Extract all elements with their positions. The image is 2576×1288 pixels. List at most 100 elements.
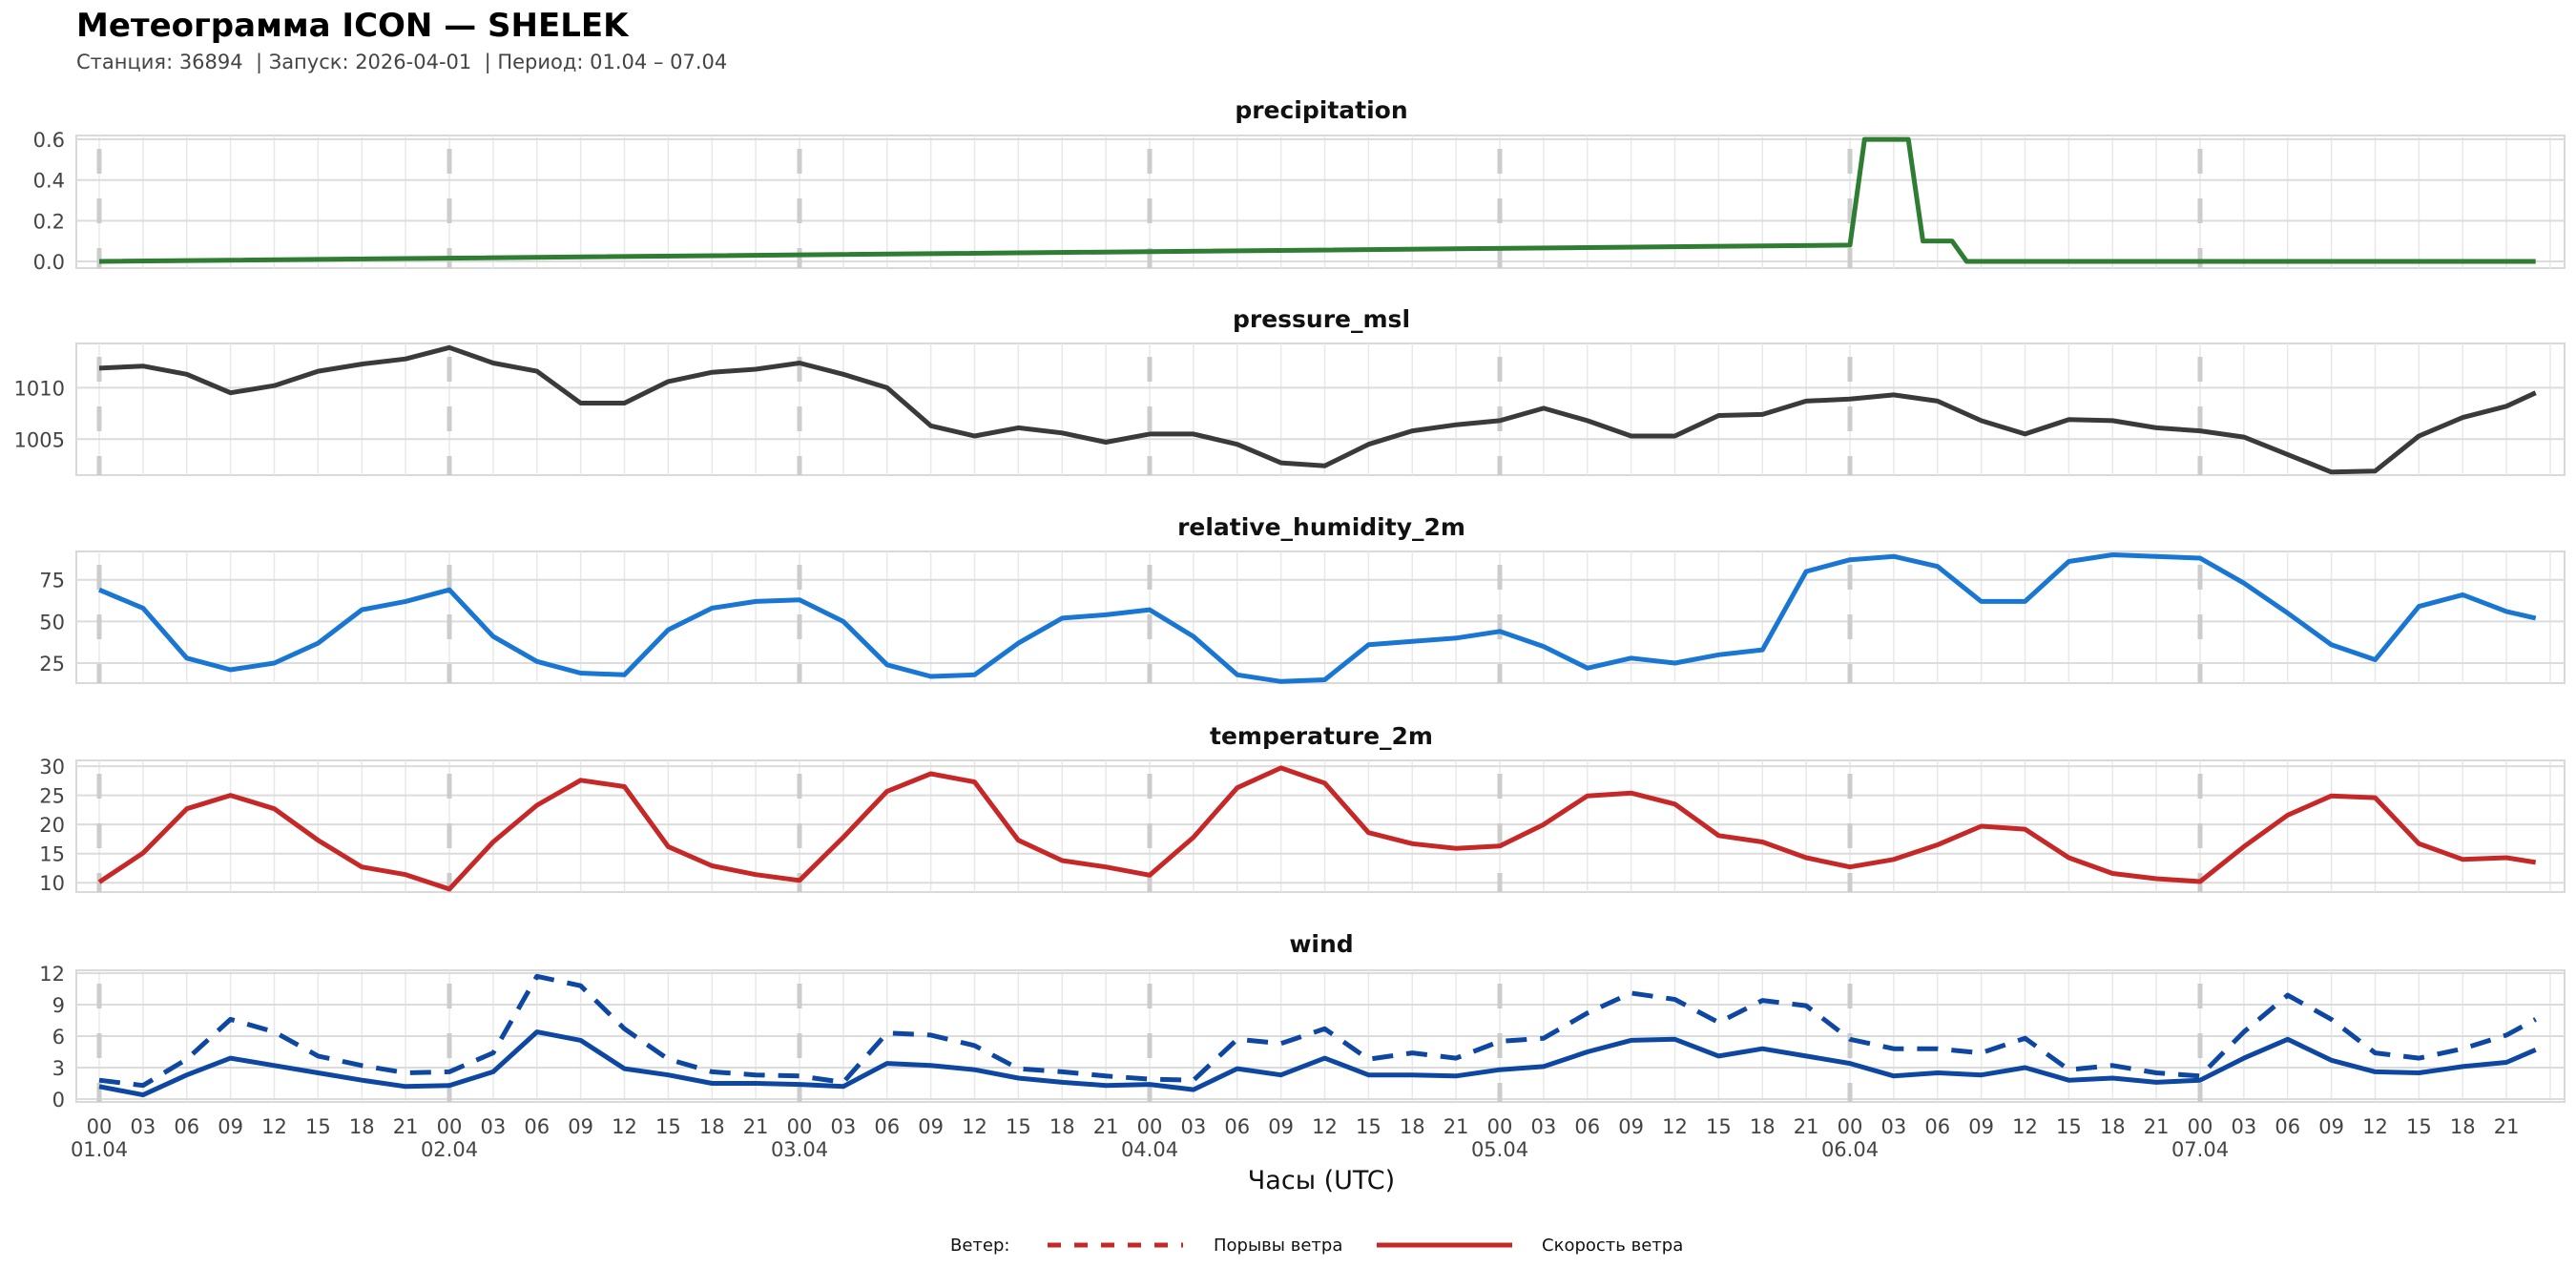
x-date-label: 07.04 bbox=[2171, 1138, 2229, 1161]
x-tick-label: 03 bbox=[831, 1115, 857, 1138]
legend-speed-label: Скорость ветра bbox=[1542, 1236, 1683, 1256]
x-tick-label: 12 bbox=[2012, 1115, 2038, 1138]
x-tick-label: 00 bbox=[1137, 1115, 1163, 1138]
panel-title: temperature_2m bbox=[1210, 722, 1433, 750]
chart-subtitle: Станция: 36894 | Запуск: 2026-04-01 | Пе… bbox=[76, 51, 727, 74]
y-tick-label: 0.2 bbox=[33, 210, 65, 233]
x-tick-label: 03 bbox=[481, 1115, 507, 1138]
x-tick-label: 06 bbox=[2275, 1115, 2300, 1138]
x-tick-label: 18 bbox=[349, 1115, 375, 1138]
x-tick-label: 00 bbox=[1487, 1115, 1513, 1138]
x-date-label: 03.04 bbox=[771, 1138, 828, 1161]
x-tick-label: 09 bbox=[1968, 1115, 1994, 1138]
panel-pressure_msl: pressure_msl 1005 1010 bbox=[14, 305, 2566, 476]
panel-title: precipitation bbox=[1235, 96, 1407, 124]
x-tick-label: 03 bbox=[1881, 1115, 1907, 1138]
x-tick-label: 15 bbox=[2056, 1115, 2082, 1138]
x-tick-label: 15 bbox=[1356, 1115, 1381, 1138]
x-tick-label: 18 bbox=[1750, 1115, 1776, 1138]
x-tick-label: 06 bbox=[1224, 1115, 1250, 1138]
y-tick-label: 0.6 bbox=[33, 129, 65, 152]
y-tick-label: 3 bbox=[52, 1057, 65, 1080]
x-tick-label: 15 bbox=[2406, 1115, 2432, 1138]
x-tick-label: 18 bbox=[2100, 1115, 2126, 1138]
x-tick-label: 15 bbox=[305, 1115, 331, 1138]
plot-area bbox=[75, 343, 2566, 476]
x-tick-label: 00 bbox=[1838, 1115, 1863, 1138]
y-tick-label: 6 bbox=[52, 1026, 65, 1049]
x-tick-label: 21 bbox=[2494, 1115, 2520, 1138]
x-tick-label: 06 bbox=[524, 1115, 550, 1138]
x-axis-label: Часы (UTC) bbox=[1248, 1166, 1395, 1195]
x-tick-label: 03 bbox=[131, 1115, 156, 1138]
x-tick-label: 06 bbox=[1574, 1115, 1600, 1138]
y-tick-label: 9 bbox=[52, 994, 65, 1017]
x-tick-label: 12 bbox=[612, 1115, 637, 1138]
x-tick-label: 06 bbox=[874, 1115, 900, 1138]
x-tick-label: 21 bbox=[393, 1115, 419, 1138]
x-tick-label: 00 bbox=[2188, 1115, 2213, 1138]
x-tick-label: 00 bbox=[787, 1115, 813, 1138]
panel-title: relative_humidity_2m bbox=[1177, 513, 1465, 541]
x-tick-label: 09 bbox=[218, 1115, 243, 1138]
y-tick-label: 1005 bbox=[14, 428, 65, 451]
x-tick-label: 09 bbox=[1618, 1115, 1644, 1138]
x-tick-label: 03 bbox=[2232, 1115, 2257, 1138]
x-tick-label: 21 bbox=[2144, 1115, 2170, 1138]
y-tick-label: 1010 bbox=[14, 377, 65, 400]
x-tick-label: 21 bbox=[743, 1115, 769, 1138]
x-date-label: 01.04 bbox=[71, 1138, 128, 1161]
x-tick-label: 15 bbox=[1706, 1115, 1732, 1138]
x-tick-label: 09 bbox=[1268, 1115, 1294, 1138]
panels: precipitation 0.0 0.2 0.4 0.6 pressure_msl 100… bbox=[14, 96, 2566, 1111]
panel-title: wind bbox=[1289, 930, 1353, 958]
x-tick-label: 18 bbox=[2450, 1115, 2476, 1138]
plot-area bbox=[75, 135, 2566, 269]
panel-relative_humidity_2m: relative_humidity_2m 25 50 75 bbox=[39, 513, 2566, 684]
x-date-label: 02.04 bbox=[421, 1138, 478, 1161]
x-tick-label: 21 bbox=[1794, 1115, 1819, 1138]
x-tick-label: 12 bbox=[1312, 1115, 1338, 1138]
x-tick-label: 12 bbox=[962, 1115, 987, 1138]
y-tick-label: 12 bbox=[39, 963, 65, 986]
y-tick-label: 20 bbox=[39, 814, 65, 837]
x-tick-label: 09 bbox=[2318, 1115, 2344, 1138]
x-tick-label: 03 bbox=[1531, 1115, 1557, 1138]
panel-wind: wind 0 3 6 9 12 bbox=[39, 930, 2566, 1111]
y-tick-label: 25 bbox=[39, 653, 65, 675]
x-tick-label: 12 bbox=[1662, 1115, 1688, 1138]
panel-temperature_2m: temperature_2m 10 15 20 25 30 bbox=[39, 722, 2566, 895]
x-tick-label: 03 bbox=[1181, 1115, 1207, 1138]
y-tick-label: 30 bbox=[39, 756, 65, 779]
y-tick-label: 25 bbox=[39, 785, 65, 808]
x-tick-label: 21 bbox=[1444, 1115, 1469, 1138]
x-tick-label: 09 bbox=[568, 1115, 593, 1138]
x-tick-label: 18 bbox=[1049, 1115, 1075, 1138]
x-date-label: 04.04 bbox=[1121, 1138, 1178, 1161]
x-tick-label: 06 bbox=[174, 1115, 199, 1138]
y-tick-label: 10 bbox=[39, 872, 65, 895]
chart-title: Метеограмма ICON — SHELEK bbox=[76, 7, 630, 45]
x-tick-label: 18 bbox=[699, 1115, 725, 1138]
series-line-precipitation bbox=[98, 136, 2536, 264]
x-tick-label: 21 bbox=[1093, 1115, 1119, 1138]
y-tick-label: 75 bbox=[39, 570, 65, 592]
y-tick-label: 50 bbox=[39, 611, 65, 634]
x-tick-label: 12 bbox=[261, 1115, 287, 1138]
x-date-label: 06.04 bbox=[1821, 1138, 1879, 1161]
panel-title: pressure_msl bbox=[1233, 305, 1410, 333]
x-date-label: 05.04 bbox=[1471, 1138, 1528, 1161]
legend-gust-label: Порывы ветра bbox=[1214, 1236, 1342, 1256]
y-tick-label: 0.0 bbox=[33, 251, 65, 274]
x-tick-label: 15 bbox=[1006, 1115, 1031, 1138]
panel-precipitation: precipitation 0.0 0.2 0.4 0.6 bbox=[33, 96, 2566, 274]
x-tick-label: 18 bbox=[1400, 1115, 1425, 1138]
x-tick-label: 06 bbox=[1924, 1115, 1950, 1138]
x-tick-label: 15 bbox=[655, 1115, 681, 1138]
y-tick-label: 0.4 bbox=[33, 170, 65, 193]
x-tick-label: 00 bbox=[87, 1115, 113, 1138]
x-tick-label: 12 bbox=[2362, 1115, 2388, 1138]
y-tick-label: 15 bbox=[39, 843, 65, 866]
